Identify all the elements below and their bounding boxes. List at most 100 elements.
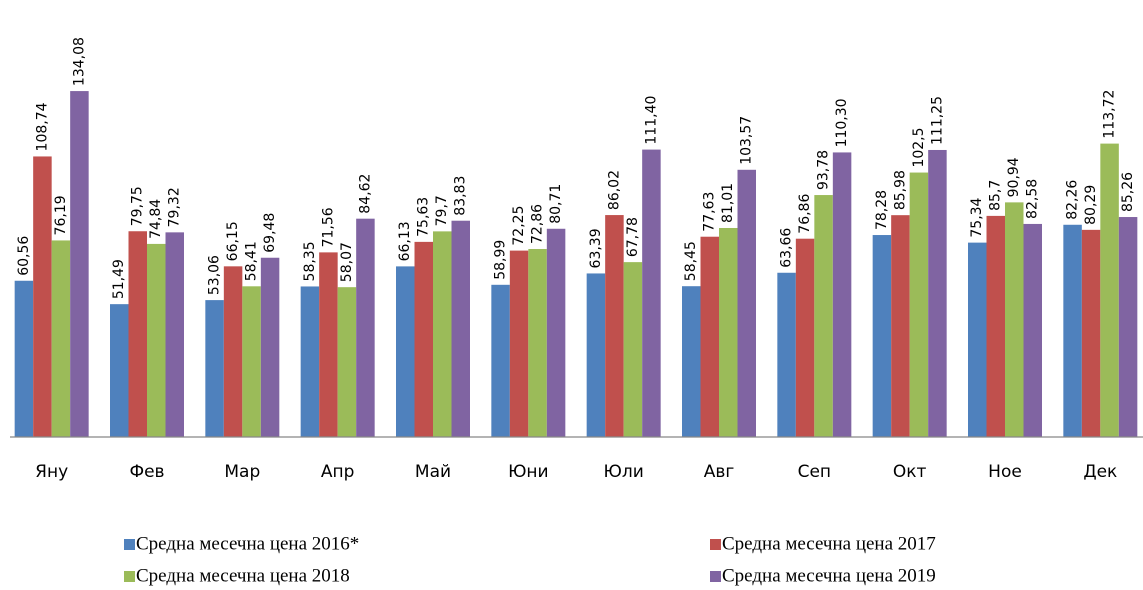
- bar: [396, 266, 415, 437]
- value-label: 81,01: [720, 183, 736, 223]
- bar: [451, 220, 470, 437]
- bar: [777, 272, 796, 437]
- value-label: 72,86: [530, 204, 546, 244]
- bar: [528, 249, 547, 437]
- bar: [832, 152, 852, 437]
- value-label: 111,25: [929, 96, 945, 145]
- value-label: 58,07: [339, 242, 355, 282]
- value-label: 66,15: [225, 221, 241, 261]
- value-label: 51,49: [111, 259, 127, 299]
- x-tick-label: Сеп: [798, 462, 831, 482]
- bar: [1118, 217, 1138, 437]
- bar: [147, 243, 166, 437]
- value-label: 85,26: [1120, 172, 1136, 212]
- value-label: 79,32: [167, 187, 183, 227]
- x-tick-label: Дек: [1083, 462, 1117, 482]
- bar: [51, 240, 71, 437]
- legend-label: Средна месечна цена 2016*: [136, 533, 359, 554]
- value-label: 76,19: [53, 195, 69, 235]
- value-label: 74,84: [148, 199, 164, 239]
- legend-swatch: [710, 539, 721, 550]
- bar: [337, 287, 357, 437]
- value-label: 69,48: [262, 213, 278, 253]
- bar: [414, 241, 433, 437]
- legend-swatch: [124, 571, 135, 582]
- value-label: 80,71: [548, 184, 564, 224]
- value-label: 79,7: [434, 195, 450, 226]
- bar: [586, 273, 606, 437]
- bar: [928, 149, 947, 437]
- value-label: 58,41: [244, 241, 260, 281]
- bar: [260, 257, 280, 437]
- bar: [642, 149, 661, 437]
- bar: [319, 252, 338, 437]
- bar: [1063, 224, 1082, 437]
- legend-swatch: [124, 539, 135, 550]
- bar: [909, 172, 929, 438]
- bar: [491, 284, 510, 437]
- value-label: 80,29: [1083, 185, 1099, 225]
- bar: [300, 286, 320, 437]
- value-label: 84,62: [357, 174, 373, 214]
- value-label: 63,66: [779, 228, 795, 268]
- bar: [1100, 143, 1119, 437]
- legend-label: Средна месечна цена 2017: [722, 533, 936, 554]
- x-tick-label: Мар: [224, 462, 260, 482]
- x-tick-label: Фев: [129, 462, 164, 482]
- x-tick-label: Авг: [704, 462, 735, 482]
- bar: [70, 91, 89, 437]
- bar: [719, 227, 738, 437]
- bar: [509, 250, 529, 437]
- value-label: 86,02: [606, 170, 622, 210]
- value-label: 85,98: [892, 170, 908, 210]
- x-tick-label: Юни: [508, 462, 549, 482]
- bar: [223, 266, 243, 437]
- legend-label: Средна месечна цена 2019: [722, 565, 936, 586]
- value-label: 71,56: [320, 207, 336, 247]
- bar: [986, 215, 1005, 437]
- bar: [205, 300, 224, 437]
- value-label: 93,78: [816, 150, 832, 190]
- value-label: 82,58: [1025, 179, 1041, 219]
- value-label: 113,72: [1102, 90, 1118, 139]
- legend-swatch: [710, 571, 721, 582]
- value-label: 78,28: [874, 190, 890, 230]
- bar: [1081, 229, 1101, 437]
- bar: [1005, 202, 1024, 437]
- value-label: 75,34: [969, 197, 985, 237]
- value-label: 111,40: [643, 96, 659, 145]
- bar: [165, 232, 184, 437]
- bar: [242, 286, 261, 437]
- bar: [14, 280, 34, 437]
- value-label: 58,45: [683, 241, 699, 281]
- bar: [128, 231, 147, 437]
- bar: [795, 238, 815, 437]
- value-label: 102,5: [911, 127, 927, 167]
- bar: [737, 169, 756, 437]
- value-label: 79,75: [130, 186, 146, 226]
- bar: [700, 236, 719, 437]
- value-label: 58,99: [493, 240, 509, 280]
- bar: [682, 286, 701, 437]
- bar: [814, 195, 833, 437]
- value-label: 72,25: [511, 206, 527, 246]
- bar: [1023, 223, 1042, 437]
- value-label: 60,56: [16, 236, 32, 276]
- value-label: 83,83: [453, 176, 469, 216]
- bar: [891, 215, 910, 437]
- x-tick-label: Окт: [893, 462, 927, 482]
- x-tick-label: Апр: [321, 462, 355, 482]
- value-label: 82,26: [1065, 180, 1081, 220]
- x-tick-label: Юли: [604, 462, 644, 482]
- bar: [872, 235, 892, 437]
- x-tick-label: Яну: [35, 462, 68, 482]
- value-label: 110,30: [834, 98, 850, 147]
- value-label: 103,57: [739, 116, 755, 165]
- value-label: 77,63: [702, 192, 718, 232]
- bar: [110, 304, 129, 437]
- bar: [968, 242, 987, 437]
- value-label: 85,7: [988, 180, 1004, 211]
- bar: [33, 156, 52, 437]
- value-label: 134,08: [71, 37, 87, 86]
- value-label: 58,35: [302, 241, 318, 281]
